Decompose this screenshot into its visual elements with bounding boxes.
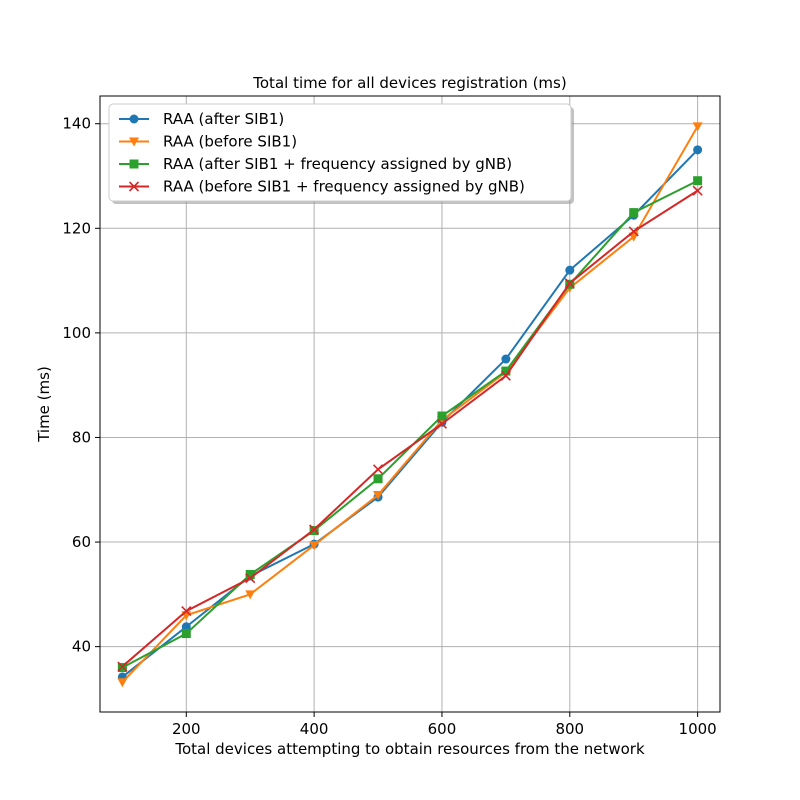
series-layer (117, 122, 703, 688)
y-tick-label: 120 (62, 219, 91, 237)
data-point (245, 573, 256, 584)
y-tick-label: 100 (62, 324, 91, 342)
data-point (501, 354, 511, 364)
data-point (628, 226, 639, 237)
legend-item: RAA (before SIB1 + frequency assigned by… (119, 178, 525, 196)
x-tick-label: 800 (555, 720, 584, 738)
data-point (565, 265, 575, 275)
y-tick-label: 80 (72, 428, 91, 446)
data-point (181, 606, 192, 617)
legend-label: RAA (after SIB1) (163, 110, 284, 128)
data-point (117, 661, 128, 672)
x-tick-label: 200 (172, 720, 201, 738)
data-point (309, 541, 320, 551)
y-axis-label: Time (ms) (35, 366, 53, 443)
legend-label: RAA (after SIB1 + frequency assigned by … (163, 155, 512, 173)
axis-ticks: 200 400 600 800 1000 40 60 80 100 120 140 (62, 115, 716, 738)
data-point (309, 524, 320, 535)
x-tick-label: 1000 (679, 720, 717, 738)
data-point (373, 490, 384, 500)
x-axis-label: Total devices attempting to obtain resou… (174, 740, 645, 758)
data-point (436, 418, 448, 429)
series-3 (117, 176, 703, 673)
legend-label: RAA (before SIB1 + frequency assigned by… (163, 178, 525, 196)
y-tick-label: 60 (72, 533, 91, 551)
data-point (693, 145, 703, 155)
data-point (692, 185, 703, 196)
y-tick-label: 40 (72, 638, 91, 656)
legend-item: RAA (after SIB1) (119, 110, 284, 128)
x-tick-label: 400 (300, 720, 329, 738)
data-point (181, 629, 191, 639)
legend-marker (129, 159, 139, 169)
legend-item: RAA (after SIB1 + frequency assigned by … (119, 155, 512, 173)
legend-marker (128, 181, 140, 192)
data-point (692, 122, 703, 132)
legend-marker (129, 137, 139, 147)
data-point (245, 590, 256, 600)
data-point (629, 208, 639, 218)
data-point (693, 176, 703, 186)
data-point (372, 464, 384, 475)
data-point (564, 278, 575, 289)
y-tick-label: 140 (62, 115, 91, 133)
data-point (373, 474, 383, 484)
series-4 (117, 185, 703, 672)
series-line (121, 189, 699, 668)
data-point (437, 411, 447, 421)
legend-marker (129, 114, 139, 124)
data-point (501, 366, 511, 376)
chart-title: Total time for all devices registration … (252, 74, 566, 92)
legend: RAA (after SIB1) RAA (before SIB1) RAA (af… (108, 103, 574, 204)
data-point (500, 370, 511, 381)
legend-label: RAA (before SIB1) (163, 133, 297, 151)
data-point (117, 678, 128, 688)
legend-box (108, 103, 572, 202)
series-line (121, 149, 699, 678)
data-point (181, 622, 191, 632)
data-point (245, 569, 255, 579)
plot-frame (99, 95, 721, 713)
legend-item: RAA (before SIB1) (119, 133, 297, 151)
x-tick-label: 600 (428, 720, 457, 738)
